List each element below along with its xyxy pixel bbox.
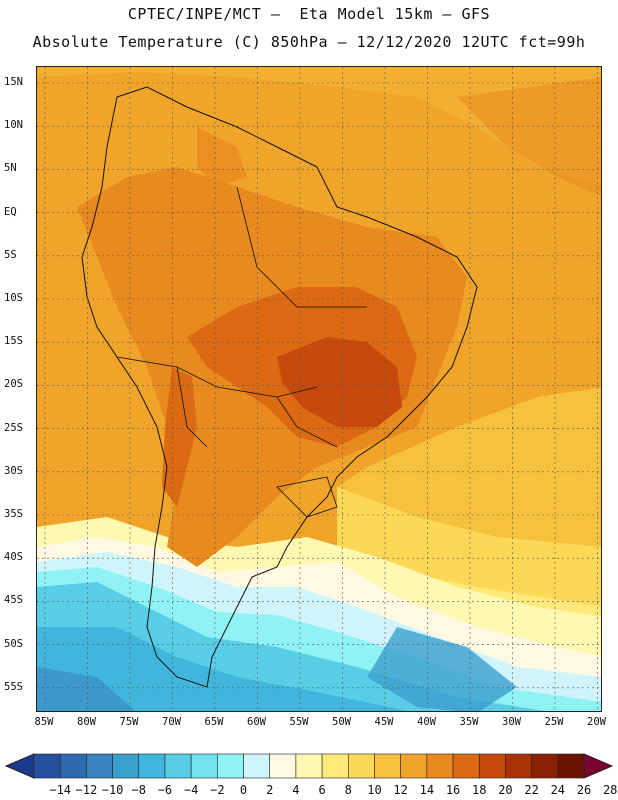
colorbar-swatch (59, 753, 87, 779)
colorbar-tick-label: −10 (101, 783, 124, 797)
lat-label: 20S (4, 378, 23, 391)
field-blue3 (367, 627, 517, 711)
continent-outline (81, 86, 478, 688)
lon-label: 80W (77, 716, 96, 728)
colorbar-tick-label: 24 (550, 783, 566, 797)
temperature-map (36, 66, 602, 712)
colorbar-tick-label: 10 (367, 783, 382, 797)
lon-label: 85W (34, 716, 54, 728)
lat-label: 50S (4, 637, 23, 650)
lon-label: 75W (119, 716, 139, 728)
map-title: CPTEC/INPE/MCT – Eta Model 15km – GFS (127, 5, 491, 23)
colorbar-tick-label: −2 (210, 783, 225, 797)
colorbar-tick-label: 28 (602, 783, 618, 797)
colorbar-tick-label: −6 (157, 783, 173, 797)
colorbar-swatch (557, 753, 585, 779)
field-venezuela (197, 127, 247, 187)
colorbar-swatch (531, 753, 559, 779)
colorbar-swatch (164, 753, 192, 779)
lon-label: 60W (247, 716, 266, 728)
colorbar-swatch (505, 753, 532, 779)
map-subtitle: Absolute Temperature (C) 850hPa – 12/12/… (32, 33, 586, 51)
country-borders (116, 186, 367, 448)
lon-label: 20W (587, 716, 606, 728)
lat-label: 10S (4, 292, 23, 304)
colorbar-tick-label: 14 (419, 783, 435, 797)
colorbar-swatch (374, 753, 401, 779)
field-east-band (337, 487, 601, 627)
colorbar-tick-label: 8 (344, 783, 352, 797)
lon-label: 40W (417, 716, 436, 728)
colorbar-tick-label: −12 (75, 783, 98, 797)
colorbar-swatch (400, 753, 428, 779)
lat-label: EQ (4, 205, 17, 218)
map-canvas (37, 67, 601, 711)
colorbar-swatch (426, 753, 454, 779)
colorbar-swatch (321, 753, 349, 779)
colorbar-tick-label: 20 (498, 783, 513, 797)
field-blue4 (37, 667, 135, 711)
field-blue2 (37, 627, 408, 711)
lon-label: 55W (289, 716, 309, 728)
colorbar-swatch (86, 753, 113, 779)
grid (37, 67, 601, 711)
lon-label: 70W (162, 716, 181, 728)
colorbar-tick-label: 16 (445, 783, 461, 797)
lat-label: 5S (4, 248, 17, 261)
field-northeast (457, 77, 601, 197)
colorbar-tick-label: 6 (318, 783, 326, 797)
lat-label: 45S (4, 594, 23, 607)
lat-label: 30S (4, 464, 23, 477)
colorbar-tick-label: 22 (524, 783, 539, 797)
colorbar-swatch (347, 753, 375, 779)
colorbar-swatch (243, 753, 271, 779)
lon-label: 25W (544, 716, 564, 728)
colorbar-tick-label: 0 (239, 783, 248, 797)
lat-label: 15N (4, 76, 23, 88)
lat-label: 55S (4, 680, 23, 693)
colorbar-tick-label: 26 (576, 783, 592, 797)
colorbar-right-arrow (583, 753, 614, 779)
colorbar-tick-label: −8 (131, 783, 146, 797)
uruguay-outline (276, 476, 338, 518)
colorbar-tick-label: 18 (472, 783, 487, 797)
field-andes-hot (162, 367, 197, 507)
colorbar-swatch (478, 753, 506, 779)
colorbar-swatch (269, 753, 297, 779)
colorbar-tick-label: 4 (292, 783, 300, 797)
colorbar-tick-label: −14 (49, 783, 72, 797)
colorbar-tick-label: 12 (393, 783, 408, 797)
colorbar-swatch (190, 753, 218, 779)
colorbar-tick-label: 2 (266, 783, 274, 797)
lat-label: 10N (4, 119, 23, 132)
lat-label: 25S (4, 421, 23, 434)
lat-label: 5N (4, 162, 17, 175)
lat-label: 15S (4, 335, 23, 348)
colorbar-swatch (112, 753, 140, 779)
lon-label: 30W (502, 716, 521, 728)
lon-label: 65W (204, 716, 224, 728)
lon-label: 45W (374, 716, 394, 728)
colorbar-swatch (138, 753, 166, 779)
colorbar (4, 753, 614, 779)
lat-label: 35S (4, 508, 23, 520)
colorbar-swatch (452, 753, 480, 779)
lon-label: 50W (332, 716, 351, 728)
colorbar-swatch (295, 753, 323, 779)
field-hot-2 (277, 337, 402, 427)
colorbar-left-arrow (4, 753, 35, 779)
colorbar-swatch (217, 753, 244, 779)
colorbar-tick-label: −4 (183, 783, 199, 797)
colorbar-swatch (33, 753, 61, 779)
lon-label: 35W (459, 716, 479, 728)
lat-label: 40S (4, 551, 23, 564)
